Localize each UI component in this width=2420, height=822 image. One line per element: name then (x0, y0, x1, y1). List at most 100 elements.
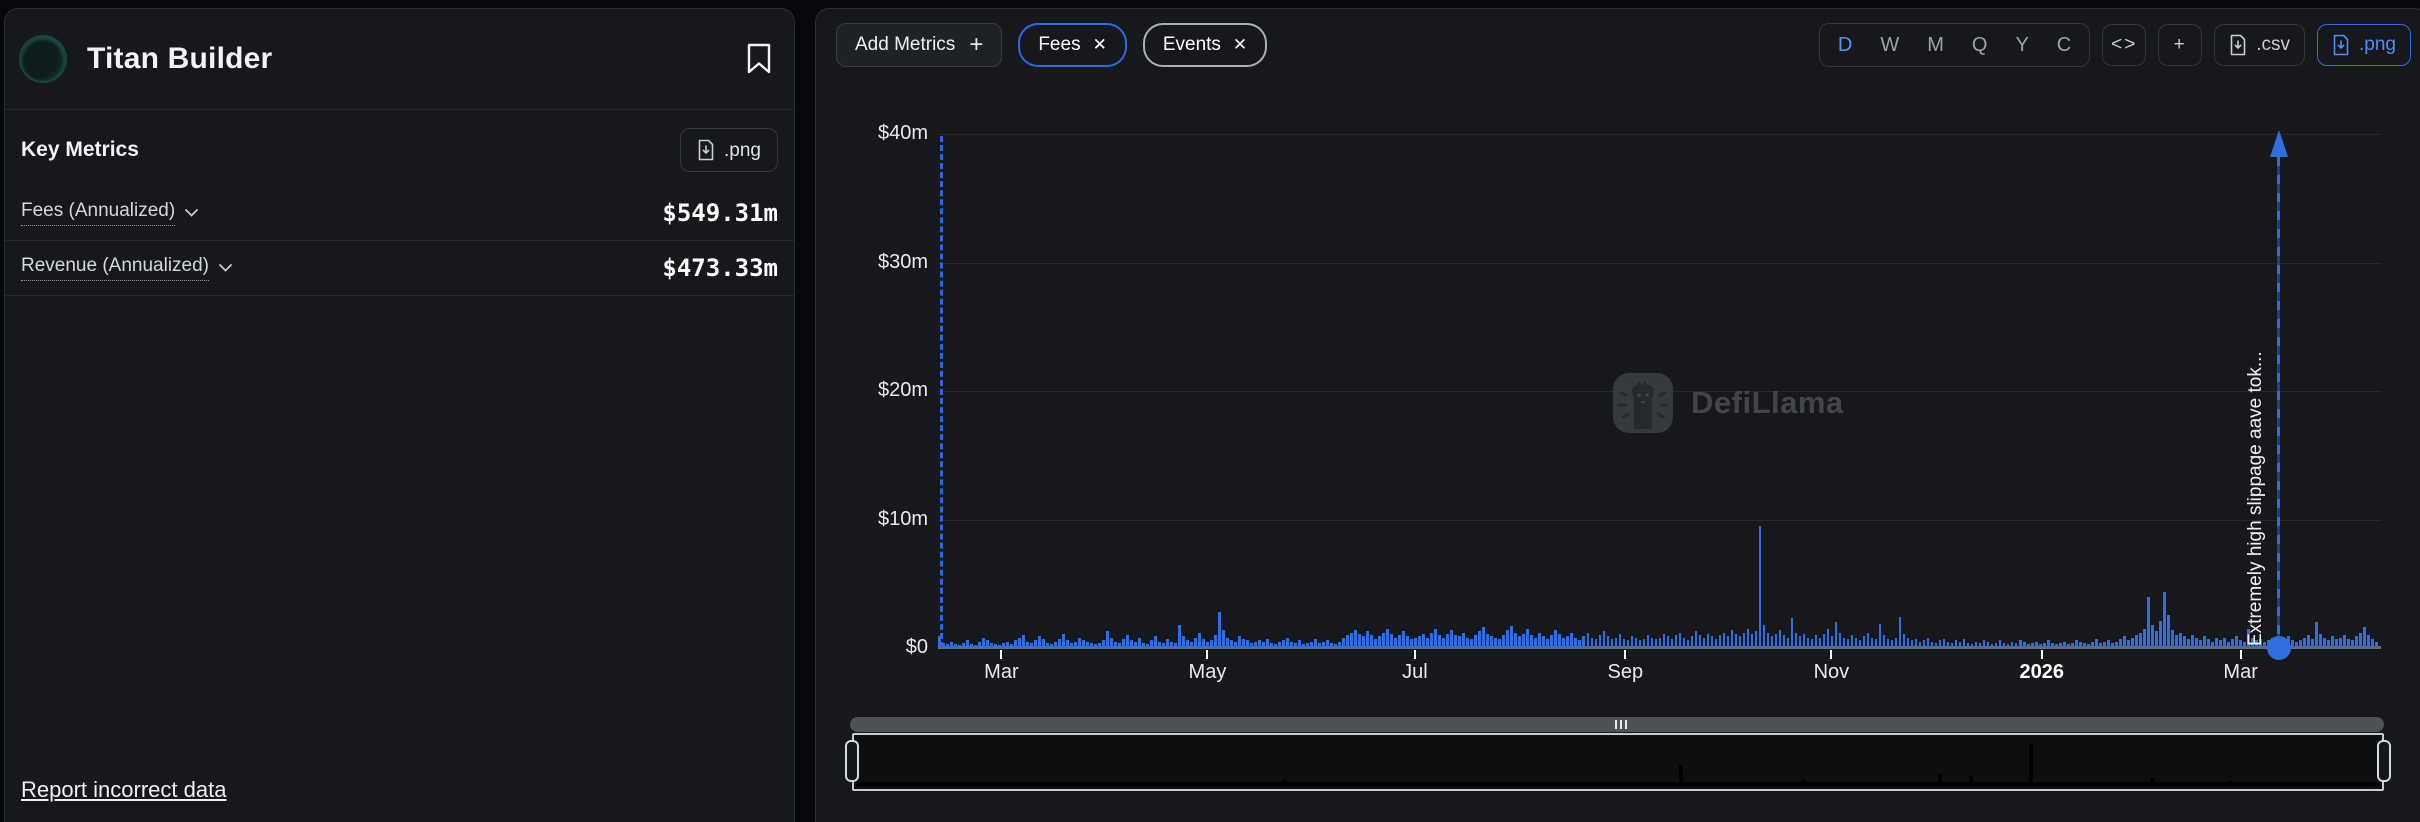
fees-bar (1670, 639, 1674, 648)
fees-bar (1538, 632, 1542, 648)
fees-bar (1210, 640, 1213, 648)
minimap-spike (2228, 781, 2232, 786)
fees-bar (1634, 637, 1638, 648)
fees-bar (1202, 639, 1205, 648)
fees-bar (1970, 644, 1974, 648)
fees-bar (1702, 637, 1706, 648)
fees-bar (974, 645, 977, 648)
fees-bar (1058, 639, 1061, 648)
fees-bar (1230, 640, 1233, 648)
close-icon[interactable]: ✕ (1232, 35, 1248, 54)
bookmark-icon[interactable] (746, 43, 772, 75)
fees-bar (1486, 633, 1490, 648)
download-png-button[interactable]: .png (2317, 24, 2411, 66)
fees-bar (1446, 633, 1450, 648)
fees-bar (1034, 640, 1037, 648)
toolbar-right-group: D W M Q Y C <> + .csv .png (1818, 23, 2411, 67)
fees-annualized-dropdown[interactable]: Fees (Annualized) (21, 200, 199, 226)
fees-bar (2002, 642, 2006, 648)
interval-weekly[interactable]: W (1880, 33, 1900, 56)
minimap-spike (1938, 773, 1942, 786)
report-incorrect-data-link[interactable]: Report incorrect data (21, 777, 227, 802)
fees-bar (1886, 639, 1890, 648)
y-gridline (938, 391, 2381, 392)
fees-bar (2014, 642, 2018, 648)
event-marker-dot[interactable] (2266, 636, 2291, 660)
embed-code-button[interactable]: <> (2102, 24, 2147, 66)
fees-pill-label: Fees (1038, 34, 1081, 55)
fees-bar (1430, 632, 1434, 648)
y-axis-label: $30m (877, 250, 928, 273)
fees-bar (1502, 635, 1506, 648)
fees-bar (1926, 637, 1930, 648)
fees-bar (1798, 636, 1802, 648)
interval-cumulative[interactable]: C (2056, 33, 2072, 56)
y-gridline (938, 519, 2381, 521)
fees-bar (1462, 632, 1466, 648)
fees-bar (1870, 637, 1874, 648)
fees-bar (1310, 641, 1314, 648)
download-icon (2333, 34, 2349, 56)
fees-bar (1142, 642, 1145, 648)
fees-bar (2122, 636, 2126, 648)
fees-bar (2126, 640, 2130, 648)
brush-right-handle[interactable] (2377, 740, 2391, 782)
download-csv-button[interactable]: .csv (2214, 24, 2306, 66)
fees-bar (1266, 639, 1269, 648)
interval-yearly[interactable]: Y (2015, 33, 2029, 56)
close-icon[interactable]: ✕ (1092, 35, 1107, 54)
fees-bar (2194, 637, 2198, 648)
fees-bar (1962, 639, 1966, 648)
fees-bar (2307, 635, 2310, 648)
revenue-annualized-dropdown[interactable]: Revenue (Annualized) (21, 255, 232, 281)
x-axis-tick (1830, 650, 1833, 659)
add-metrics-button[interactable]: Add Metrics + (836, 23, 1003, 67)
fees-bar (2102, 641, 2106, 648)
fees-bar (1698, 635, 1702, 648)
event-arrow-head (2269, 130, 2288, 157)
zoom-brush-minimap[interactable] (852, 733, 2384, 791)
fees-filter-pill[interactable]: Fees ✕ (1018, 23, 1127, 67)
fees-bar (2335, 639, 2338, 648)
fees-bar (1174, 642, 1177, 648)
metrics-download-png-button[interactable]: .png (680, 128, 778, 172)
chevron-down-icon (219, 264, 232, 272)
fees-bar (1122, 639, 1125, 648)
fees-bar (2018, 640, 2022, 648)
fees-bar (1150, 640, 1153, 648)
fees-bar-chart[interactable]: $0 $10m $20m $30m $40m Mar May Jul Sep Nov 2026 Mar… (816, 9, 2420, 822)
fees-bar (1602, 631, 1606, 648)
brush-left-handle[interactable] (845, 740, 859, 782)
fees-bar (1682, 637, 1686, 648)
event-dashed-line (940, 136, 944, 648)
x-axis-tick (2239, 650, 2242, 659)
fees-bar (2202, 636, 2206, 648)
fees-bar (1706, 633, 1710, 648)
fees-bar (1294, 642, 1297, 648)
fees-bar (1006, 641, 1009, 648)
interval-monthly[interactable]: M (1927, 33, 1944, 56)
add-chart-button[interactable]: + (2158, 24, 2203, 66)
events-filter-pill[interactable]: Events ✕ (1142, 23, 1268, 67)
fees-bar (1114, 641, 1117, 648)
fees-bar (1906, 637, 1910, 648)
fees-bar (1818, 637, 1822, 648)
fees-bar (1458, 636, 1462, 648)
fees-bar (1390, 633, 1394, 648)
fees-bar (1918, 641, 1922, 648)
interval-daily[interactable]: D (1837, 33, 1853, 56)
fees-bar (1426, 637, 1430, 648)
fees-bar (1546, 639, 1550, 648)
fees-bar (1354, 630, 1358, 648)
fees-bar (1958, 641, 1962, 648)
x-axis-label: Mar (2223, 661, 2258, 683)
interval-quarterly[interactable]: Q (1971, 33, 1988, 56)
fees-bar (2166, 614, 2170, 648)
chart-scrollbar-thumb[interactable] (850, 717, 2384, 732)
fees-bar (1966, 642, 1970, 648)
fees-bar (1898, 617, 1902, 648)
fees-bar (2010, 641, 2014, 648)
fees-bar (1046, 642, 1049, 648)
fees-bar (1742, 632, 1746, 648)
fees-bar (1826, 628, 1830, 648)
